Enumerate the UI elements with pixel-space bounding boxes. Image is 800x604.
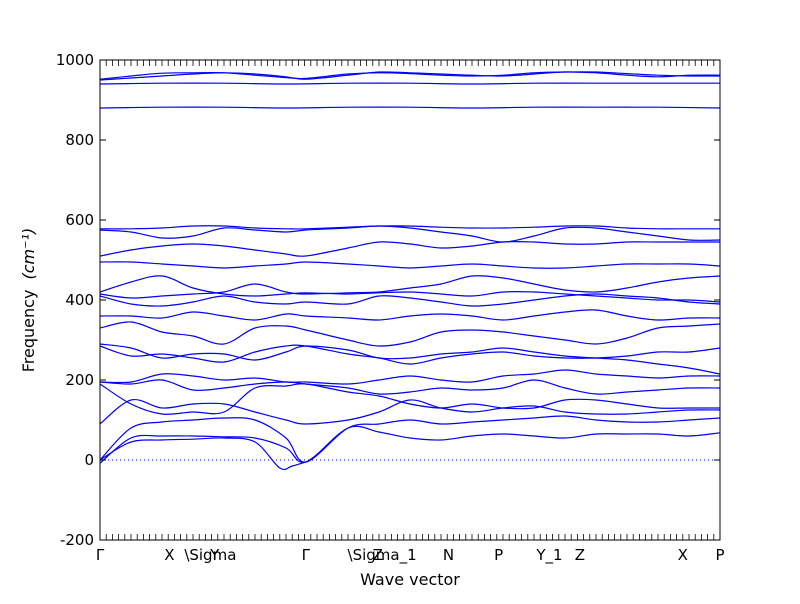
band-line bbox=[99, 415, 721, 463]
y-tick-label: 400 bbox=[65, 291, 94, 309]
y-axis-label: Frequency (cm⁻¹) bbox=[19, 228, 38, 372]
plot-area bbox=[100, 60, 720, 540]
y-tick-label: 600 bbox=[65, 211, 94, 229]
high-symmetry-label: \Sigma_1 bbox=[348, 546, 417, 565]
high-symmetry-label: X bbox=[164, 546, 174, 564]
high-symmetry-label: Γ bbox=[96, 546, 105, 564]
y-axis-label-unit: (cm⁻¹) bbox=[19, 228, 38, 280]
y-axis-label-group: Frequency (cm⁻¹) bbox=[19, 228, 38, 372]
band-line bbox=[99, 437, 306, 471]
high-symmetry-label: Y_1 bbox=[535, 546, 562, 565]
y-tick-label: -200 bbox=[60, 531, 94, 549]
band-line bbox=[99, 383, 720, 415]
band-line bbox=[99, 241, 720, 257]
high-symmetry-label: \Sigma bbox=[184, 546, 236, 564]
band-line bbox=[99, 369, 721, 385]
plot-frame bbox=[99, 59, 721, 541]
band-line bbox=[99, 275, 721, 303]
band-line bbox=[99, 82, 720, 85]
y-tick-label: 0 bbox=[84, 451, 94, 469]
band-line bbox=[99, 309, 721, 321]
high-symmetry-label: Z bbox=[575, 546, 585, 564]
high-symmetry-label: Y bbox=[209, 546, 220, 564]
band-line bbox=[99, 344, 721, 365]
band-line bbox=[99, 398, 721, 425]
high-symmetry-label: Γ bbox=[302, 546, 311, 564]
band-line bbox=[99, 425, 721, 464]
y-axis-label-text: Frequency bbox=[19, 290, 38, 373]
band-line bbox=[99, 293, 721, 307]
band-line bbox=[99, 225, 720, 230]
y-tick-label: 200 bbox=[65, 371, 94, 389]
series-lines bbox=[99, 71, 721, 471]
high-symmetry-label: N bbox=[443, 546, 454, 564]
high-symmetry-label: Z bbox=[373, 546, 383, 564]
band-line bbox=[99, 343, 721, 375]
band-line bbox=[99, 379, 721, 395]
y-tick-label: 800 bbox=[65, 131, 94, 149]
band-line bbox=[99, 261, 721, 269]
band-line bbox=[99, 321, 721, 347]
high-symmetry-label: P bbox=[715, 546, 724, 564]
high-symmetry-label: X bbox=[678, 546, 688, 564]
band-line bbox=[99, 275, 721, 299]
y-tick-label: 1000 bbox=[56, 51, 94, 69]
band-line bbox=[99, 71, 721, 80]
band-line bbox=[99, 106, 721, 109]
x-axis-label: Wave vector bbox=[360, 570, 460, 589]
band-line bbox=[99, 71, 721, 81]
band-line bbox=[99, 225, 721, 243]
high-symmetry-label: P bbox=[494, 546, 503, 564]
